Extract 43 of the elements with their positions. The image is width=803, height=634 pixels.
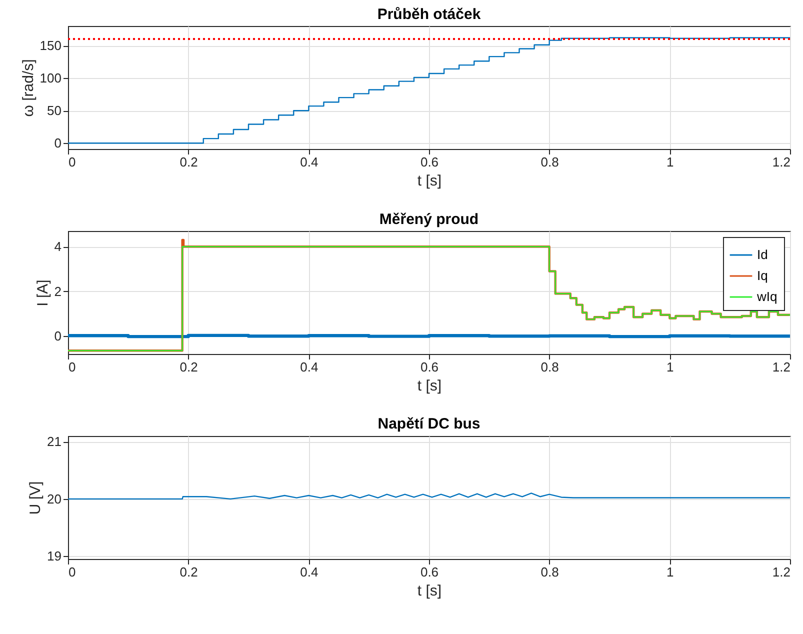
y-tick-label: 150 (40, 38, 62, 54)
x-tick-label: 0.6 (420, 564, 439, 580)
x-tick-label: 1.2 (772, 564, 790, 580)
chart-title: Průběh otáček (377, 6, 482, 23)
y-tick-label: 100 (40, 70, 62, 86)
x-tick-label: 1 (666, 360, 674, 374)
x-tick-label: 1.2 (772, 154, 790, 170)
x-tick-label: 0.2 (180, 154, 198, 170)
x-tick-label: 0.8 (540, 154, 559, 170)
y-axis-title: ω [rad/s] (20, 59, 37, 117)
legend-label: Id (757, 247, 768, 262)
y-tick-label: 4 (54, 239, 62, 254)
x-tick-label: 0.8 (540, 360, 559, 374)
legend-label: wIq (756, 289, 778, 304)
y-tick-label: 2 (54, 284, 62, 299)
y-tick-label: 0 (54, 136, 62, 151)
x-axis-title: t [s] (417, 582, 442, 600)
y-axis-title: I [A] (34, 280, 52, 306)
y-tick-label: 21 (47, 434, 62, 450)
x-tick-label: 1 (666, 154, 674, 170)
y-tick-label: 19 (47, 548, 62, 564)
x-axis-title: t [s] (417, 172, 442, 190)
x-axis-title: t [s] (417, 378, 442, 394)
x-tick-label: 0.4 (300, 360, 318, 374)
x-tick-label: 1.2 (772, 360, 790, 374)
x-tick-label: 0.6 (420, 154, 439, 170)
x-tick-label: 0.6 (420, 360, 439, 374)
chart-title: Měřený proud (379, 211, 479, 228)
x-tick-label: 1 (666, 564, 674, 580)
x-tick-label: 0 (68, 154, 76, 170)
legend-label: Iq (757, 268, 768, 283)
chart-title: Napětí DC bus (378, 416, 480, 433)
y-axis-title: U [V] (27, 481, 44, 515)
x-tick-label: 0.4 (300, 564, 318, 580)
x-tick-label: 0.2 (180, 360, 198, 374)
x-tick-label: 0.4 (300, 154, 318, 170)
x-tick-label: 0 (68, 564, 76, 580)
y-tick-label: 0 (54, 328, 62, 344)
x-tick-label: 0 (68, 360, 76, 374)
y-tick-label: 20 (47, 491, 62, 506)
x-tick-label: 0.8 (540, 564, 559, 580)
y-tick-label: 50 (47, 103, 62, 118)
x-tick-label: 0.2 (180, 564, 198, 580)
